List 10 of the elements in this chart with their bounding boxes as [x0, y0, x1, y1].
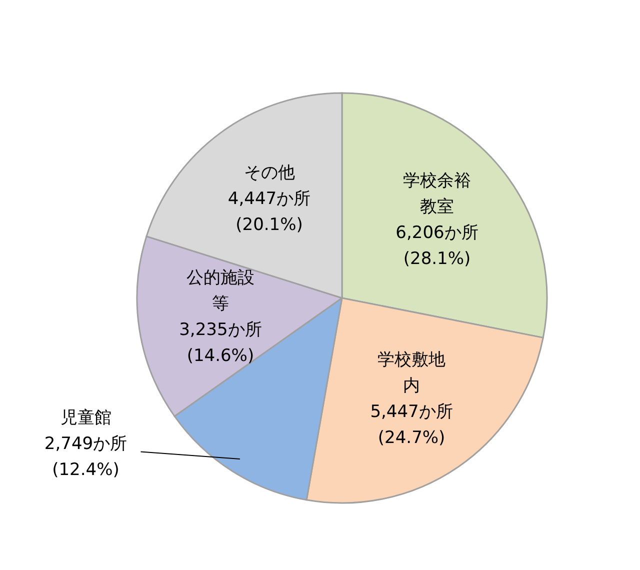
data-label: 2,749か所 (12.4%): [43, 432, 128, 482]
data-label: 3,235か所 (14.6%): [178, 318, 263, 368]
data-label: 6,206か所 (28.1%): [394, 222, 480, 271]
slice-label: その他: [242, 162, 296, 185]
slice-label: 学校敷地内: [376, 349, 447, 398]
slice-label: 学校余裕教室: [402, 170, 472, 219]
data-label: 5,447か所 (24.7%): [369, 401, 454, 450]
slice-label: 児童館: [59, 406, 112, 430]
slice-label: 公的施設等: [185, 266, 256, 316]
data-label: 4,447か所 (20.1%): [226, 188, 312, 237]
